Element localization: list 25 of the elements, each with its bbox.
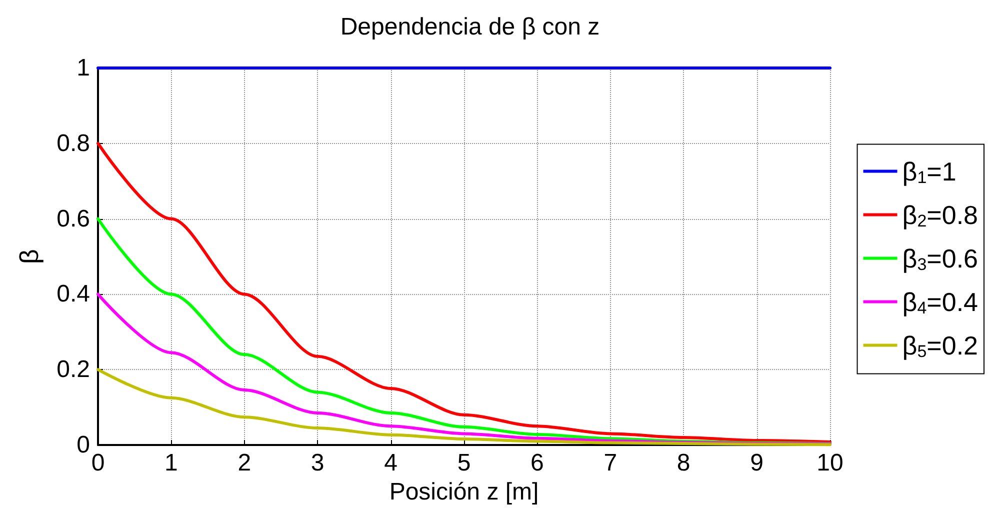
y-tick-label: 0.8 <box>56 130 90 157</box>
legend-label: β1=1 <box>902 156 956 187</box>
x-axis-title: Posición z [m] <box>389 478 539 506</box>
y-tick-label: 1 <box>76 54 90 82</box>
x-tick-label: 6 <box>530 450 544 476</box>
x-tick-label: 8 <box>676 450 690 476</box>
y-axis-title: β <box>14 249 44 264</box>
x-tick-label: 5 <box>457 450 471 476</box>
x-tick-label: 1 <box>164 450 178 476</box>
x-tick-label: 4 <box>384 450 398 476</box>
y-tick-label: 0 <box>76 432 90 458</box>
x-tick-label: 9 <box>750 450 764 476</box>
x-tick-label: 7 <box>604 450 618 476</box>
x-tick-label: 10 <box>816 450 844 476</box>
legend-label: β3=0.6 <box>902 243 978 274</box>
y-tick-label: 0.6 <box>56 205 90 232</box>
y-tick-label: 0.4 <box>56 280 90 308</box>
x-tick-label: 2 <box>238 450 252 476</box>
legend-label: β5=0.2 <box>902 330 978 361</box>
y-tick-label: 0.2 <box>56 356 90 384</box>
legend-label: β2=0.8 <box>902 200 978 230</box>
chart-title: Dependencia de β con z <box>340 14 600 40</box>
legend-label: β4=0.4 <box>902 286 978 318</box>
line-series <box>96 142 832 444</box>
x-tick-label: 3 <box>310 450 324 476</box>
